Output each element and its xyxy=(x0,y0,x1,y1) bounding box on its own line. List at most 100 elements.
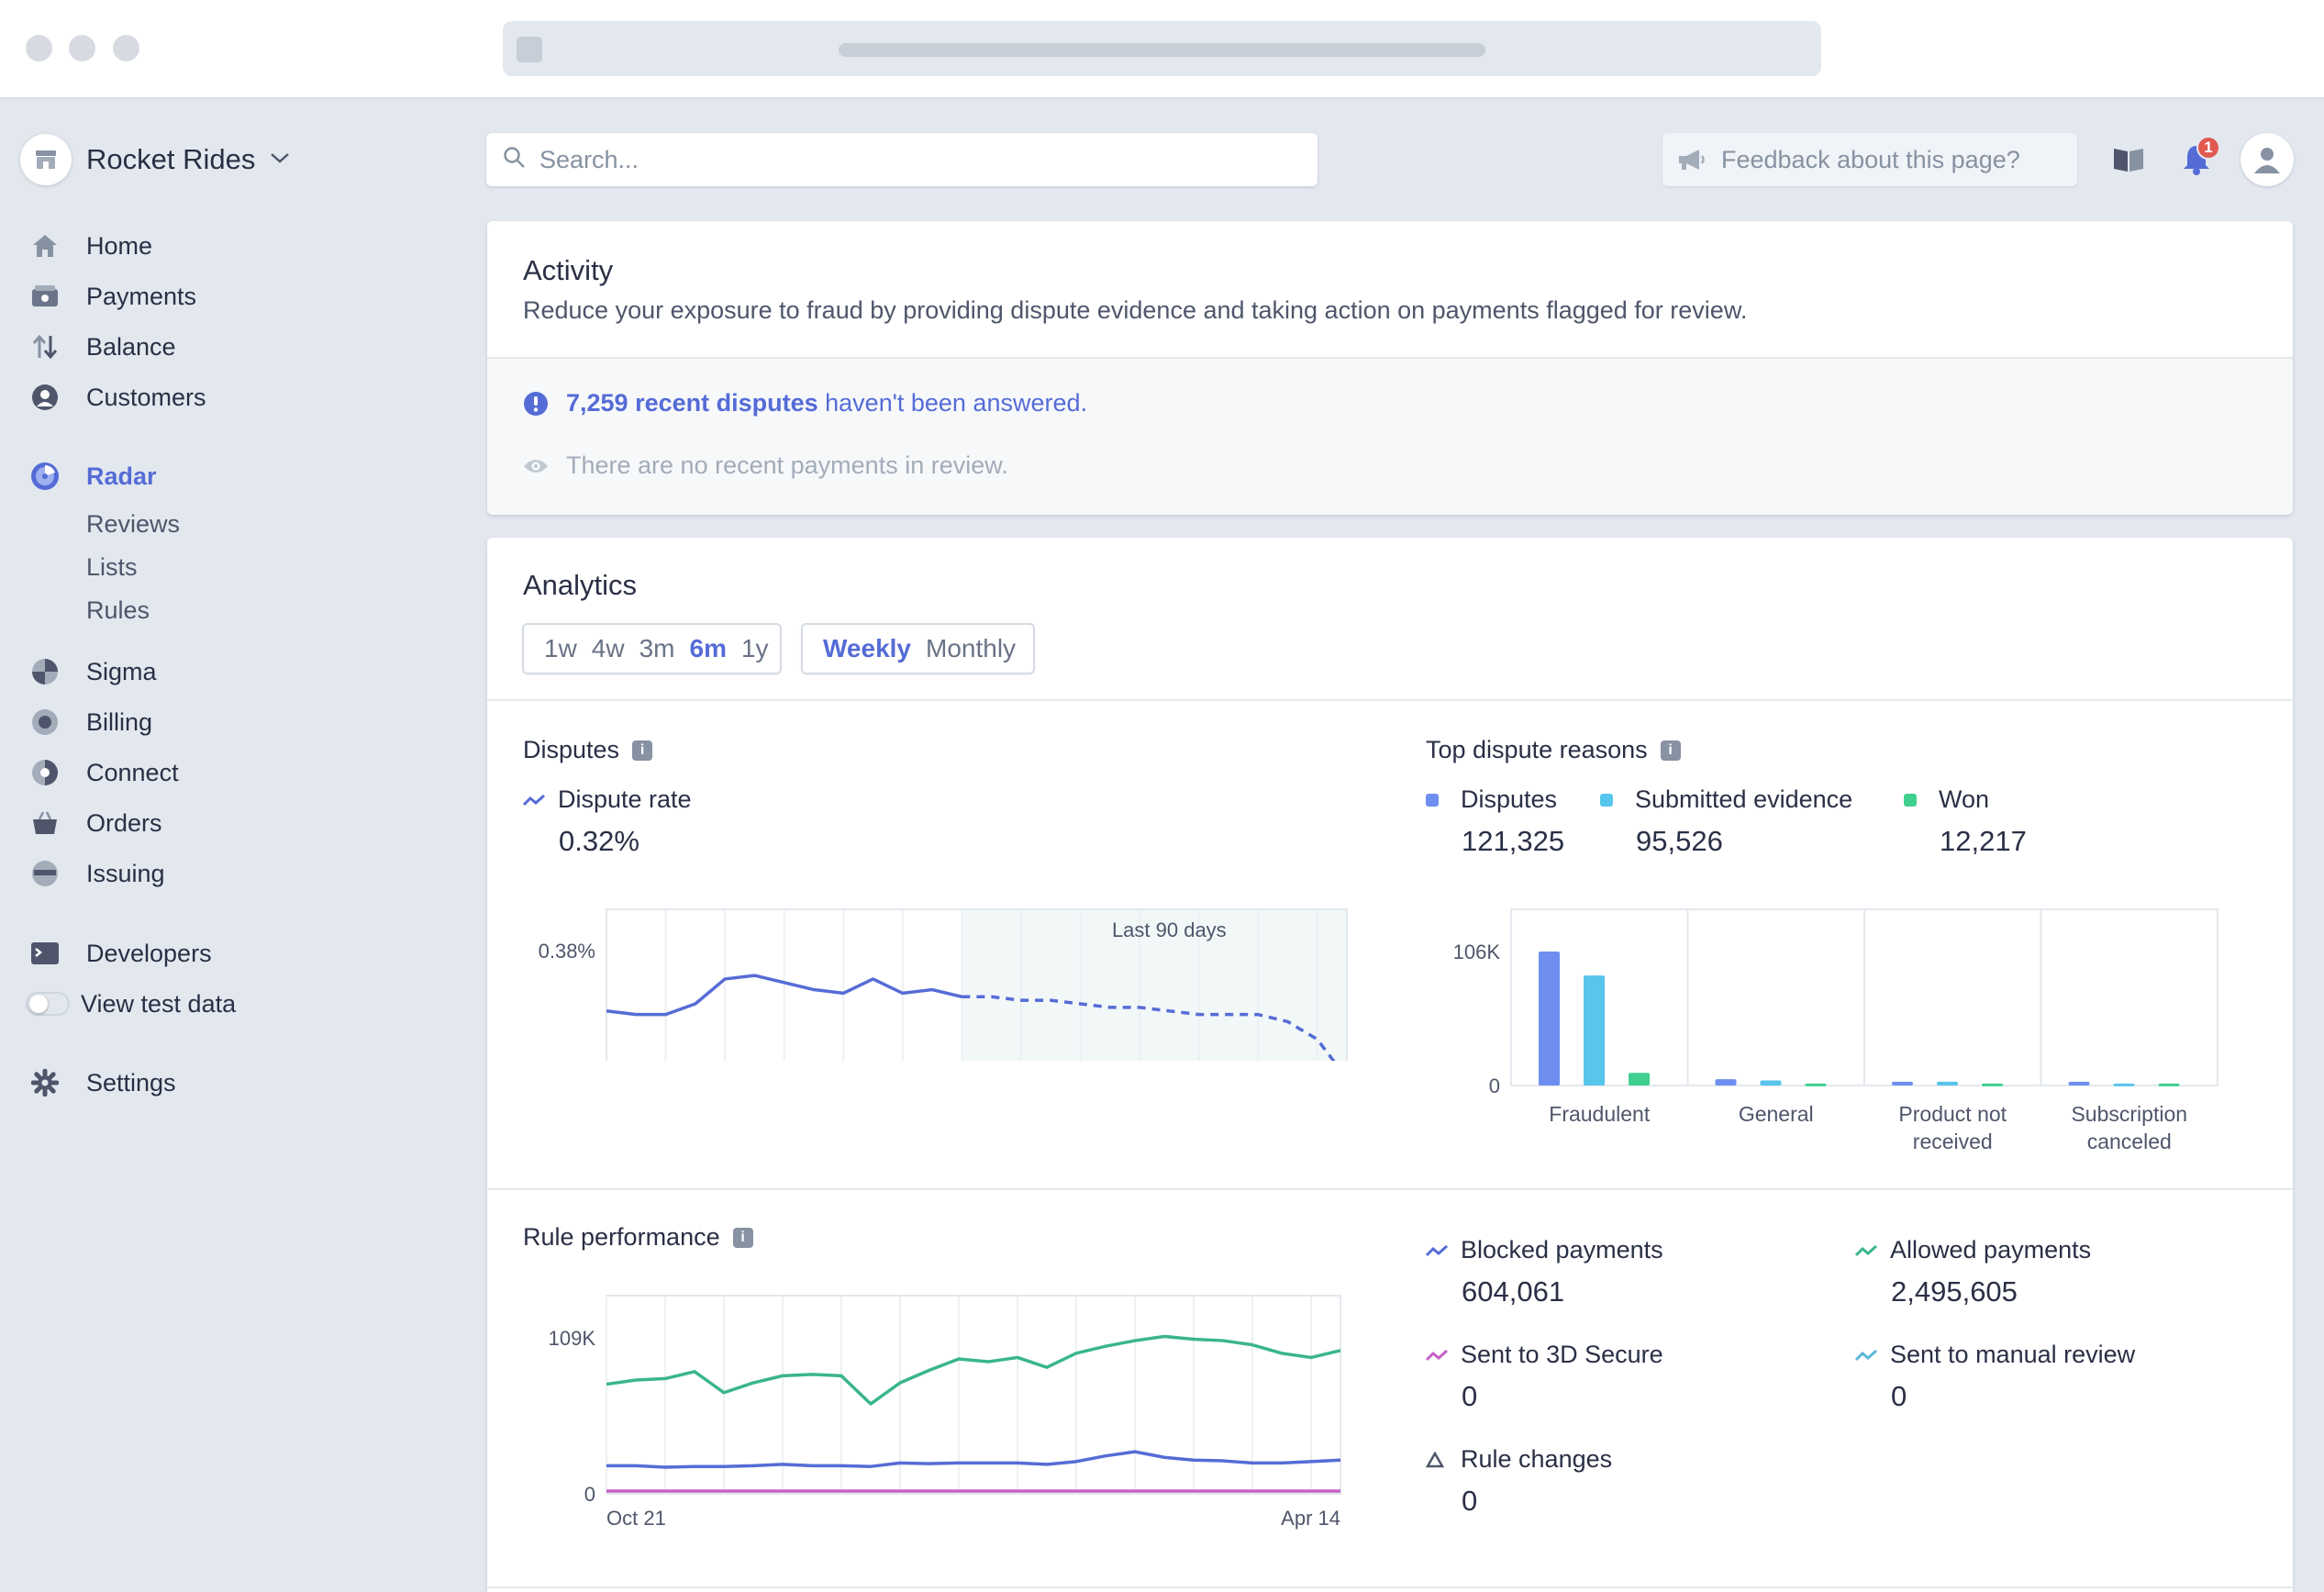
range-selector: 1w 4w 3m 6m 1y xyxy=(522,623,782,674)
bar-submitted-evidence xyxy=(1937,1081,1958,1085)
chevron-down-icon xyxy=(270,151,290,169)
rule-performance-title: Rule performance xyxy=(523,1223,720,1251)
test-data-toggle[interactable] xyxy=(26,992,70,1016)
manual-review-label-text: Sent to manual review xyxy=(1890,1341,2136,1368)
bar-disputes xyxy=(1892,1081,1913,1085)
sidebar-item-settings[interactable]: Settings xyxy=(29,1063,176,1102)
dispute-rate-line xyxy=(606,974,962,1017)
allowed-payments-label: Allowed payments xyxy=(1855,1236,2091,1264)
sidebar-item-radar[interactable]: Radar xyxy=(29,457,157,495)
granularity-option-monthly[interactable]: Monthly xyxy=(926,634,1017,662)
sent-3ds-label-text: Sent to 3D Secure xyxy=(1461,1341,1663,1368)
activity-description: Reduce your exposure to fraud by providi… xyxy=(523,296,1748,324)
sidebar-item-home[interactable]: Home xyxy=(29,227,152,265)
range-option-6m[interactable]: 6m xyxy=(689,634,727,662)
window-minimize-dot[interactable] xyxy=(69,35,95,61)
sidebar-label-connect: Connect xyxy=(86,758,179,786)
search-input[interactable] xyxy=(539,145,1273,174)
browser-chrome xyxy=(0,0,2324,99)
sigma-icon xyxy=(29,656,61,687)
y-tick-label: 106K xyxy=(1453,941,1501,963)
legend-disputes-label: Disputes xyxy=(1461,785,1558,813)
bar-won xyxy=(2158,1083,2180,1086)
sidebar-item-orders[interactable]: Orders xyxy=(29,804,162,842)
terminal-icon xyxy=(29,938,61,969)
window-maximize-dot[interactable] xyxy=(113,35,139,61)
radar-icon xyxy=(29,461,61,492)
review-status: There are no recent payments in review. xyxy=(522,451,1008,480)
legend-submitted-label: Submitted evidence xyxy=(1635,785,1853,813)
bar-submitted-evidence xyxy=(1584,975,1605,1085)
sidebar-item-billing[interactable]: Billing xyxy=(29,703,152,741)
disputes-alert: 7,259 recent disputes haven't been answe… xyxy=(522,389,1087,417)
sidebar-item-view-test-data[interactable]: View test data xyxy=(26,985,236,1023)
sidebar-item-payments[interactable]: Payments xyxy=(29,277,196,316)
trend-line-icon xyxy=(1426,1244,1448,1257)
blocked-payments-label-text: Blocked payments xyxy=(1461,1236,1663,1264)
issuing-card-icon xyxy=(29,858,61,889)
rule-performance-section-title: Rule performance i xyxy=(523,1223,753,1252)
activity-status-panel: 7,259 recent disputes haven't been answe… xyxy=(487,357,2293,515)
review-status-text: There are no recent payments in review. xyxy=(566,451,1008,479)
notification-badge: 1 xyxy=(2196,136,2220,160)
sidebar-subitem-reviews[interactable]: Reviews xyxy=(86,510,181,538)
range-option-1y[interactable]: 1y xyxy=(740,634,769,662)
category-label: General xyxy=(1739,1102,1814,1126)
bar-submitted-evidence xyxy=(2113,1083,2135,1086)
top-reasons-title: Top dispute reasons xyxy=(1426,736,1648,763)
analytics-title: Analytics xyxy=(523,569,638,601)
notification-bell-icon[interactable]: 1 xyxy=(2174,136,2220,182)
docs-book-icon[interactable] xyxy=(2107,138,2151,182)
account-switcher[interactable]: Rocket Rides xyxy=(20,133,290,186)
manual-review-label: Sent to manual review xyxy=(1855,1341,2135,1369)
sidebar-item-connect[interactable]: Connect xyxy=(29,753,179,792)
feedback-button[interactable]: Feedback about this page? xyxy=(1662,133,2077,186)
recent-disputes-link[interactable]: 7,259 recent disputes xyxy=(566,389,818,417)
basket-icon xyxy=(29,807,61,839)
sidebar-item-developers[interactable]: Developers xyxy=(29,934,212,973)
range-option-4w[interactable]: 4w xyxy=(591,634,625,662)
rule-performance-line-chart: 109K 0 Oct 21 Apr 14 xyxy=(549,1295,1341,1530)
granularity-selector: Weekly Monthly xyxy=(801,623,1035,674)
sidebar-item-issuing[interactable]: Issuing xyxy=(29,854,165,893)
activity-title: Activity xyxy=(523,254,614,286)
search-bar[interactable] xyxy=(486,133,1318,186)
sidebar-label-developers: Developers xyxy=(86,939,212,967)
search-icon xyxy=(503,146,527,174)
rule-changes-label-text: Rule changes xyxy=(1461,1445,1613,1473)
legend-won-value: 12,217 xyxy=(1940,825,2027,857)
range-option-3m[interactable]: 3m xyxy=(639,634,675,662)
sidebar-label-billing: Billing xyxy=(86,707,153,736)
sidebar-item-balance[interactable]: Balance xyxy=(29,328,176,366)
last-90-days-highlight xyxy=(962,909,1347,1061)
user-avatar[interactable] xyxy=(2241,133,2294,186)
legend-swatch-submitted xyxy=(1600,793,1622,807)
series-line-blocked-payments xyxy=(606,1450,1341,1469)
legend-swatch-won xyxy=(1904,793,1926,807)
account-name: Rocket Rides xyxy=(86,143,256,175)
sidebar-subitem-rules[interactable]: Rules xyxy=(86,596,150,624)
sidebar-label-radar: Radar xyxy=(86,462,157,490)
window-close-dot[interactable] xyxy=(26,35,52,61)
sidebar-item-customers[interactable]: Customers xyxy=(29,378,206,417)
rule-changes-label: Rule changes xyxy=(1426,1445,1612,1474)
feedback-label: Feedback about this page? xyxy=(1721,145,2020,173)
address-bar[interactable] xyxy=(503,21,1821,76)
info-icon[interactable]: i xyxy=(632,740,653,761)
range-option-1w[interactable]: 1w xyxy=(544,634,577,662)
analytics-divider xyxy=(487,699,2293,701)
sidebar-label-orders: Orders xyxy=(86,808,162,837)
legend-swatch-disputes xyxy=(1426,793,1448,807)
sidebar-label-issuing: Issuing xyxy=(86,859,165,887)
bar-won xyxy=(1805,1083,1827,1086)
category-label: Fraudulent xyxy=(1549,1102,1651,1126)
bar-won xyxy=(1629,1073,1650,1085)
sidebar-subitem-lists[interactable]: Lists xyxy=(86,553,138,581)
info-icon[interactable]: i xyxy=(1660,740,1681,761)
sidebar-item-sigma[interactable]: Sigma xyxy=(29,652,157,691)
info-icon[interactable]: i xyxy=(732,1227,753,1248)
eye-icon xyxy=(522,452,550,480)
granularity-option-weekly[interactable]: Weekly xyxy=(823,634,911,662)
address-placeholder-line xyxy=(839,43,1485,57)
legend-won: Won xyxy=(1904,785,1989,814)
